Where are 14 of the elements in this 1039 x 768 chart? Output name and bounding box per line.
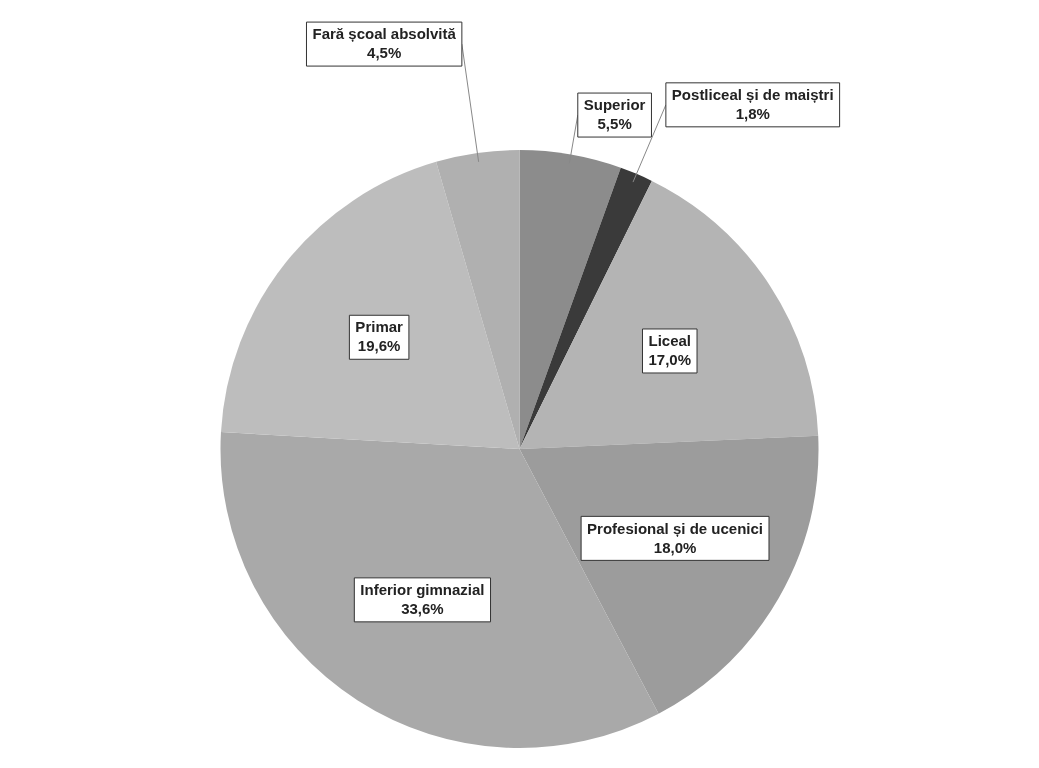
data-label: 19,6% [357, 337, 401, 355]
data-label: 4,5% [367, 44, 402, 62]
slice-label: Profesional și de ucenici [587, 519, 764, 537]
data-label: 18,0% [653, 538, 697, 556]
slice-label: Inferior gimnazial [360, 581, 485, 599]
data-label: 17,0% [648, 351, 692, 369]
slice-label: Postliceal și de maiștri [671, 85, 834, 103]
data-label: 1,8% [735, 104, 770, 122]
slice-label: Superior [583, 96, 646, 114]
slice-label: Primar [355, 318, 404, 336]
slice-label: Liceal [648, 332, 692, 350]
slice-label: Fară școal absolvită [312, 25, 457, 43]
data-label: 33,6% [401, 600, 444, 618]
data-label: 5,5% [597, 115, 632, 133]
